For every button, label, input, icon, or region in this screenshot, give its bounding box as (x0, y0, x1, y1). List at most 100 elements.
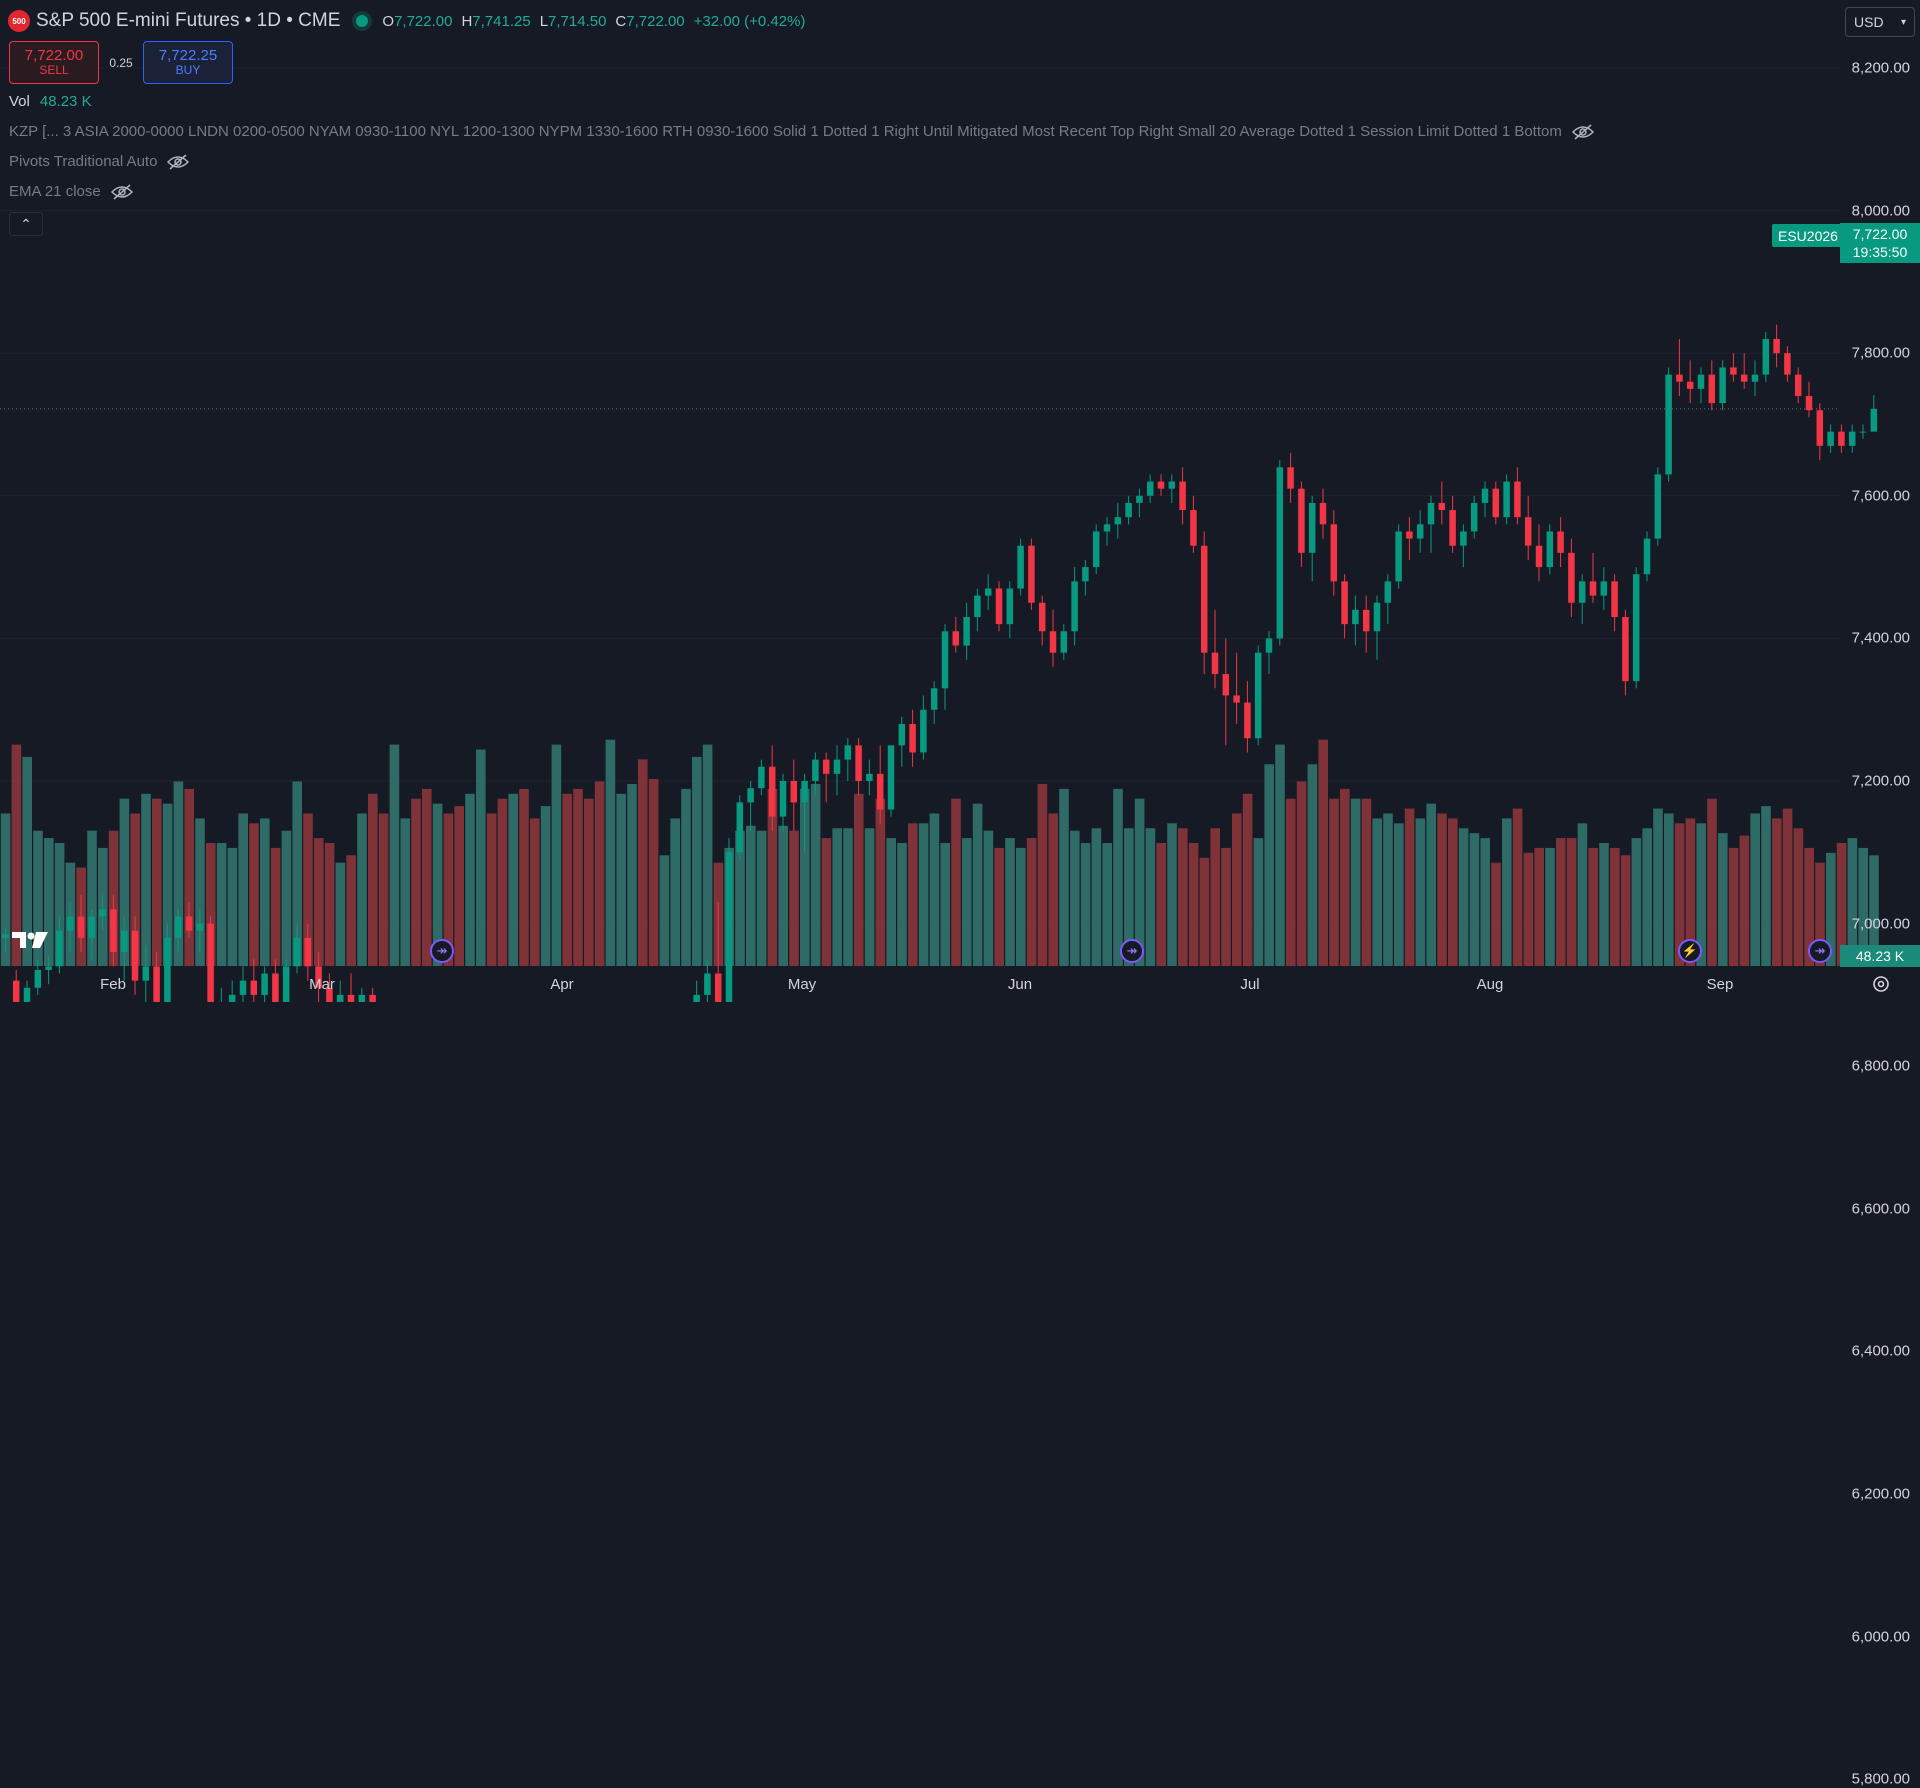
candle-body (833, 759, 841, 774)
candle-body (866, 773, 873, 781)
currency-select[interactable]: USD ▾ (1845, 7, 1915, 37)
candle-body (2, 934, 9, 938)
volume-bar (767, 788, 778, 966)
price-tick-label: 7,000.00 (1851, 915, 1910, 933)
volume-bar (756, 830, 767, 966)
volume-bar (1232, 813, 1242, 966)
last-price: 7,722.00 (1852, 226, 1908, 242)
candle-body (1287, 467, 1294, 489)
candle-body (207, 923, 214, 1002)
pivots-indicator-legend[interactable]: Pivots Traditional Auto (9, 153, 190, 170)
volume-bar (1253, 838, 1264, 966)
price-tick-label: 6,600.00 (1851, 1200, 1910, 1218)
candle-body (142, 966, 150, 981)
price-chart-canvas[interactable] (0, 0, 1920, 1002)
candle-body (12, 980, 20, 1002)
event-arrow-icon[interactable]: ↠ (1120, 939, 1144, 963)
volume-bar (1707, 798, 1717, 966)
candle-body (1416, 524, 1424, 539)
market-status-icon[interactable] (356, 15, 369, 27)
candle-body (1373, 602, 1381, 632)
volume-bar (1394, 823, 1404, 966)
ohlc-change: +32.00 (+0.42%) (693, 12, 806, 30)
volume-bar (238, 813, 248, 966)
volume-bar (648, 779, 659, 966)
eye-hidden-icon[interactable] (110, 183, 133, 200)
buy-button[interactable]: 7,722.25 BUY (143, 41, 233, 84)
symbol-header[interactable]: 500 S&P 500 E-mini Futures • 1D • CME O7… (8, 9, 805, 33)
volume-bar (540, 806, 551, 966)
ohlc-open: O7,722.00 (382, 12, 453, 30)
symbol-price-tag: ESU2026 (1772, 224, 1844, 247)
candle-body (1017, 545, 1024, 589)
candle-body (1308, 502, 1316, 553)
settings-icon[interactable] (1870, 973, 1892, 995)
candle-body (801, 781, 808, 803)
volume-bar (465, 793, 475, 966)
volume-bar (692, 756, 702, 966)
candle-body (1060, 631, 1068, 653)
candle-body (1244, 702, 1251, 739)
ohlc-low: L7,714.50 (539, 12, 607, 30)
candle-body (1708, 374, 1716, 404)
volume-bar (702, 744, 713, 966)
volume-bar (1480, 838, 1490, 966)
event-arrow-icon[interactable]: ↠ (1808, 939, 1832, 963)
volume-bar (681, 788, 691, 966)
volume-bar (1858, 847, 1868, 966)
spread-value: 0.25 (109, 55, 133, 70)
price-tick-label: 8,200.00 (1851, 59, 1910, 77)
volume-bar (918, 823, 929, 966)
candle-body (1481, 488, 1489, 503)
last-price-tag: 7,722.00 19:35:50 (1840, 223, 1920, 263)
kzp-indicator-legend[interactable]: KZP [... 3 ASIA 2000-0000 LNDN 0200-0500… (9, 123, 1594, 140)
ema-indicator-legend[interactable]: EMA 21 close (9, 183, 133, 200)
volume-bar (346, 855, 356, 966)
candle-body (1330, 524, 1338, 582)
flash-icon[interactable]: ⚡ (1678, 939, 1702, 963)
eye-hidden-icon[interactable] (1571, 123, 1594, 140)
candle-body (77, 916, 85, 938)
symbol-title[interactable]: S&P 500 E-mini Futures • 1D • CME (36, 10, 341, 31)
candle-body (1632, 574, 1640, 682)
candle-body (185, 916, 193, 931)
candle-body (1211, 652, 1219, 675)
volume-bar (1534, 847, 1544, 966)
candle-body (99, 909, 106, 917)
volume-bar (497, 798, 508, 966)
volume-bar (130, 813, 140, 966)
candle-body (1276, 467, 1284, 639)
tradingview-logo-icon[interactable] (10, 928, 52, 952)
volume-bar (1599, 843, 1609, 966)
candle-body (66, 916, 74, 931)
candle-body (1654, 474, 1662, 539)
volume-indicator-legend[interactable]: Vol 48.23 K (9, 93, 92, 110)
collapse-legend-button[interactable]: ⌃ (9, 212, 43, 236)
candle-body (1784, 353, 1791, 375)
sell-button[interactable]: 7,722.00 SELL (9, 41, 99, 84)
volume-bar (443, 813, 454, 966)
volume-bar (1577, 823, 1588, 966)
chevron-down-icon: ▾ (1900, 16, 1906, 28)
volume-bar (22, 756, 32, 966)
volume-bar (357, 813, 367, 966)
candle-body (272, 973, 279, 1002)
volume-bar (1188, 843, 1199, 966)
volume-bar (227, 847, 238, 966)
volume-bar (1512, 808, 1523, 966)
event-arrow-icon[interactable]: ↠ (430, 939, 454, 963)
volume-bar (594, 781, 605, 966)
time-tick-label: Sep (1706, 976, 1734, 993)
volume-bar (1739, 835, 1750, 966)
volume-bar (1545, 847, 1555, 966)
candle-body (153, 966, 160, 1002)
volume-bar (162, 803, 173, 966)
eye-hidden-icon[interactable] (167, 153, 190, 170)
candle-body (326, 987, 333, 1002)
volume-bar (1404, 808, 1415, 966)
candle-body (1492, 488, 1500, 518)
volume-bar (1426, 803, 1436, 966)
volume-bars (0, 739, 1879, 966)
candle-body (779, 781, 787, 817)
candle-body (1859, 431, 1867, 433)
